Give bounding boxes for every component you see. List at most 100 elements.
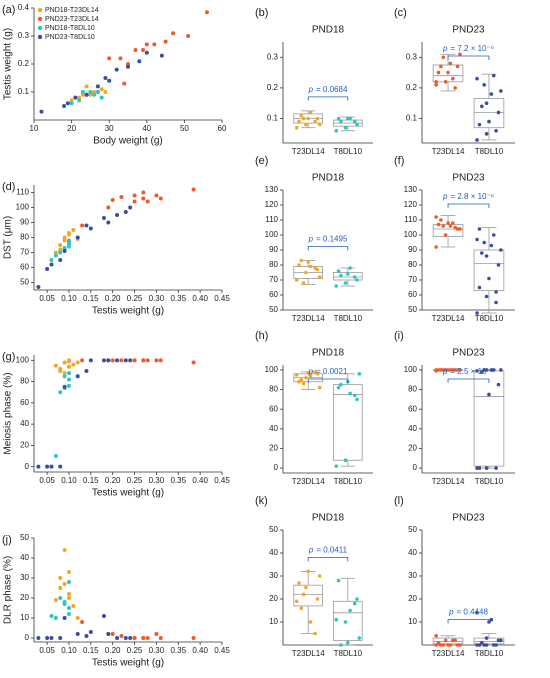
point [448,61,453,66]
panel-label: (h) [255,330,268,342]
point [49,636,54,640]
x-axis-label: Testis weight (g) [92,488,164,499]
point [348,116,352,121]
point [304,585,308,590]
x-tick-label: 0.05 [39,294,55,303]
point [301,116,306,121]
point [53,616,58,620]
point [343,458,348,463]
x-tick-label: 0.10 [61,476,77,485]
point [88,358,93,363]
point [77,98,82,103]
point [494,466,498,470]
y-axis-label: DST (μm) [3,216,14,259]
panel-label: (a) [2,4,15,16]
x-axis-label: Testis weight (g) [92,306,164,317]
point [62,360,67,365]
point [352,601,357,606]
x-tick-label: 0.35 [170,294,186,303]
point [122,81,127,86]
y-tick-label: 80 [20,233,29,242]
point [154,632,159,636]
point [158,358,163,363]
y-tick-label: 0.1 [406,114,418,123]
point [75,616,80,620]
point [69,101,74,106]
point [71,604,76,608]
point [132,193,137,198]
y-tick-label: 0 [25,633,30,642]
point [69,98,74,103]
point [352,119,357,124]
point [106,358,111,363]
point [132,199,137,204]
point [66,371,71,376]
significance-bracket [447,378,490,383]
x-axis-label: Testis weight (g) [92,658,164,669]
point [62,371,67,376]
x-tick-label: 0.25 [127,294,143,303]
point [477,643,482,647]
point [458,643,462,647]
point [66,592,71,596]
y-tick-label: 50 [269,305,278,314]
point [451,221,455,225]
point [441,224,446,228]
point [315,267,320,272]
point [348,608,352,613]
point [191,187,196,192]
point [489,92,494,96]
p-value: p = 0.1495 [308,235,348,244]
y-tick-label: 20 [20,441,29,450]
point [141,636,146,640]
panel-label: (i) [394,330,404,342]
y-tick-label: 70 [20,248,29,257]
x-tick-label: T8DL10 [334,649,363,658]
point [53,598,58,602]
y-tick-label: 40 [20,553,29,562]
significance-bracket [307,246,349,251]
point [58,243,63,247]
y-tick-label: 90 [408,245,417,254]
y-tick-label: 50 [20,278,29,287]
legend-label: PND18-T23DL14 [45,7,99,14]
point [355,122,359,127]
point [62,246,67,250]
x-tick-label: 0.20 [105,294,121,303]
x-tick-label: T8DL10 [475,649,504,658]
point [346,640,350,645]
point [448,643,453,647]
point [334,617,339,622]
y-tick-label: 100 [265,230,279,239]
point [301,381,306,386]
y-tick-label: 120 [265,200,279,209]
point [480,640,484,645]
point [58,258,63,262]
point [475,138,479,142]
x-tick-label: T8DL10 [475,314,504,323]
y-tick-label: 120 [404,200,418,209]
point [49,258,54,262]
point [58,250,63,255]
x-tick-label: 0.35 [170,646,186,655]
point [334,284,339,288]
x-tick-label: T23DL14 [432,314,465,323]
y-tick-label: 0.2 [18,59,30,68]
p-value: p = 2.5 × 10⁻⁵ [442,367,494,376]
point [480,104,484,109]
y-tick-label: 100 [404,230,418,239]
point [84,368,89,373]
box [473,370,505,467]
point [101,614,106,618]
point [45,267,50,271]
point [496,110,501,115]
point [66,241,71,246]
y-axis-label: DLR phase (%) [3,556,14,624]
point [62,602,67,606]
significance-bracket [447,203,490,208]
x-tick-label: T23DL14 [432,477,465,486]
point [88,630,93,634]
point [339,273,343,278]
point [53,250,58,255]
